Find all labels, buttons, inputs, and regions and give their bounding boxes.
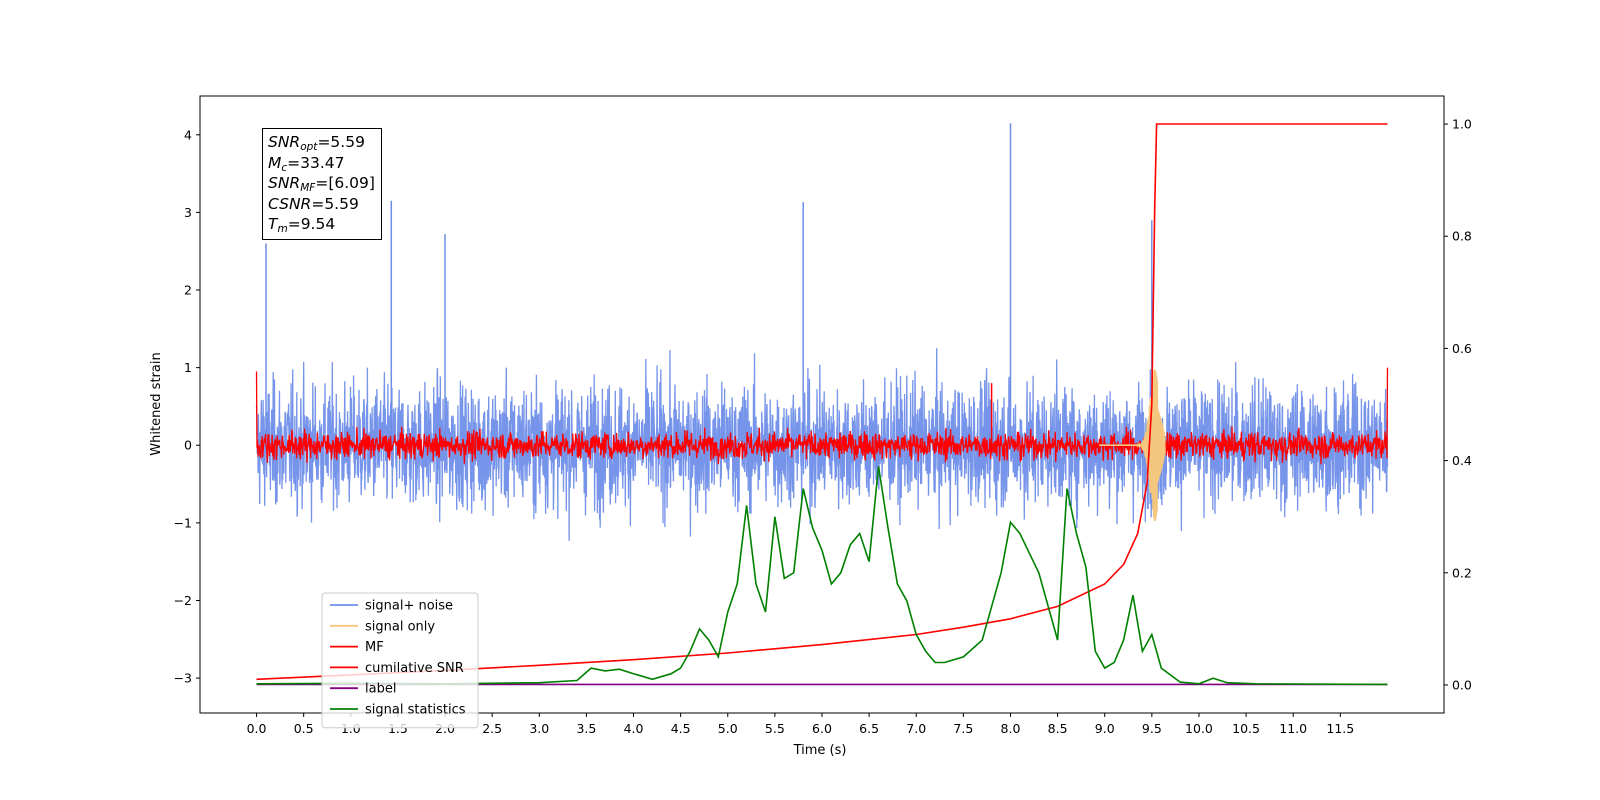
y2-tick-label: 0.6 [1452, 341, 1472, 356]
y2-tick-label: 0.4 [1452, 453, 1472, 468]
y2-tick-label: 0.8 [1452, 229, 1472, 244]
y-tick-label: 2 [184, 283, 192, 298]
y-tick-label: −2 [174, 593, 192, 608]
x-tick-label: 10.5 [1232, 721, 1260, 736]
x-tick-label: 6.5 [859, 721, 879, 736]
annotation-line-snr-opt: SNRopt=5.59 [268, 133, 365, 153]
y-tick-label: −1 [174, 515, 192, 530]
x-tick-label: 2.5 [482, 721, 502, 736]
legend-label: signal statistics [365, 703, 466, 718]
x-tick-label: 7.5 [953, 721, 973, 736]
y2-tick-label: 1.0 [1452, 117, 1472, 132]
legend-label: label [365, 682, 396, 697]
x-tick-label: 9.0 [1095, 721, 1115, 736]
annotation-line-csnr: CSNR=5.59 [268, 194, 359, 213]
x-tick-label: 5.0 [718, 721, 738, 736]
x-tick-label: 4.5 [671, 721, 691, 736]
y2-tick-label: 0.0 [1452, 677, 1472, 692]
x-axis: 0.0 0.5 1.0 1.5 2.0 2.5 3.0 3.5 4.0 4.5 5.0 5.5 6.0 6… [247, 713, 1354, 736]
y-tick-label: 0 [184, 438, 192, 453]
x-tick-label: 7.0 [906, 721, 926, 736]
series-mf [255, 367, 1389, 465]
x-tick-label: 9.5 [1142, 721, 1162, 736]
x-tick-label: 6.0 [812, 721, 832, 736]
x-tick-label: 4.0 [624, 721, 644, 736]
series-signal-only [1099, 369, 1166, 522]
annotation-line-tm: Tm=9.54 [268, 215, 336, 235]
annotation-line-mc: Mc=33.47 [268, 153, 345, 174]
y2-tick-label: 0.2 [1452, 565, 1472, 580]
x-axis-label: Time (s) [793, 743, 847, 758]
series-signal-statistics [256, 466, 1388, 686]
x-tick-label: 8.5 [1048, 721, 1068, 736]
y-tick-label: 1 [184, 360, 192, 375]
legend-label: signal only [365, 619, 435, 634]
annotation-line-snr-mf: SNRMF=[6.09] [268, 174, 375, 194]
y-axis-left: 4 3 2 1 0 −1 −2 −3 [174, 127, 200, 686]
legend-label: cumilative SNR [365, 661, 464, 676]
x-tick-label: 3.5 [576, 721, 596, 736]
legend: signal+ noise signal only MF cumilative SNR… [321, 592, 479, 729]
x-tick-label: 11.0 [1279, 721, 1307, 736]
legend-label: MF [365, 640, 384, 655]
x-tick-label: 5.5 [765, 721, 785, 736]
y-tick-label: −3 [174, 671, 192, 686]
y-tick-label: 4 [184, 127, 192, 142]
y-axis-label: Whitened strain [149, 352, 164, 455]
legend-frame [321, 592, 479, 729]
x-tick-label: 8.0 [1001, 721, 1021, 736]
x-tick-label: 10.0 [1185, 721, 1213, 736]
x-tick-label: 0.0 [247, 721, 267, 736]
y-tick-label: 3 [184, 205, 192, 220]
x-tick-label: 0.5 [294, 721, 314, 736]
legend-label: signal+ noise [365, 599, 453, 614]
x-tick-label: 3.0 [529, 721, 549, 736]
series-cumilative-snr [256, 123, 1388, 681]
x-tick-label: 11.5 [1326, 721, 1354, 736]
y-axis-right: 1.0 0.8 0.6 0.4 0.2 0.0 [1444, 117, 1472, 692]
annotation-box: SNRopt=5.59 Mc=33.47 SNRMF=[6.09] CSNR=5… [262, 128, 382, 240]
